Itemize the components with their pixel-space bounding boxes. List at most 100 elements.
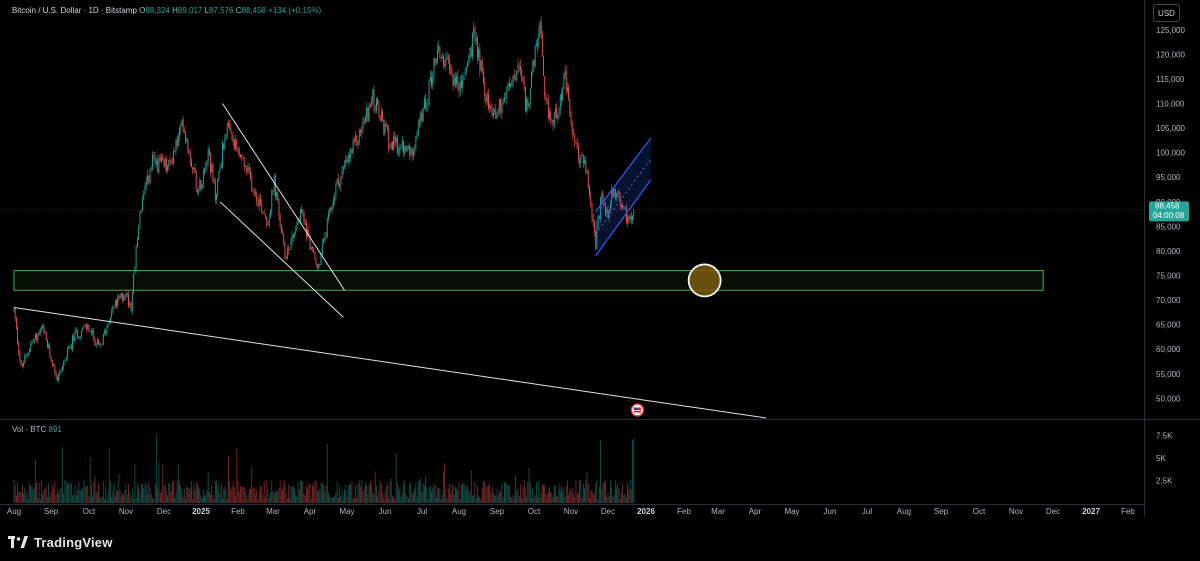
candle-body: [474, 28, 476, 42]
candle-body: [321, 243, 323, 255]
time-axis-label: 2025: [192, 507, 210, 516]
candle-body: [238, 150, 240, 155]
candle-body: [513, 75, 515, 79]
volume-bars: [13, 434, 635, 503]
candle-body: [374, 110, 376, 112]
tradingview-brand[interactable]: TradingView: [8, 532, 113, 552]
trendline[interactable]: [13, 306, 767, 419]
candle-body: [107, 323, 109, 326]
time-axis-label: Nov: [119, 507, 133, 516]
candle-body: [555, 108, 556, 113]
time-axis-label: Aug: [452, 507, 466, 516]
volume-legend: Vol · BTC 891: [12, 425, 62, 434]
candle-body: [271, 190, 273, 211]
candle-body: [462, 79, 464, 88]
candle-body: [242, 157, 244, 159]
candle-body: [414, 149, 416, 152]
trendline[interactable]: [219, 201, 344, 318]
channel-mid-line: [595, 158, 652, 234]
candle-body: [250, 171, 251, 178]
candle-body: [533, 60, 535, 67]
candle-body: [283, 234, 285, 242]
candle-body: [112, 306, 114, 312]
candle-body: [125, 293, 127, 297]
candle-body: [270, 210, 271, 217]
candle-body: [451, 68, 453, 74]
currency-button[interactable]: USD: [1153, 4, 1180, 22]
candle-body: [39, 329, 41, 335]
candle-body: [346, 159, 348, 163]
candle-body: [175, 140, 177, 152]
candle-body: [77, 330, 79, 338]
candle-body: [364, 116, 366, 123]
candle-body: [395, 136, 397, 143]
candle-body: [148, 175, 150, 183]
price-axis-label: 120,000: [1156, 50, 1185, 59]
channel-upper-line[interactable]: [595, 137, 652, 212]
support-zone[interactable]: [13, 270, 1044, 291]
candle-body: [130, 303, 132, 312]
candle-body: [183, 131, 185, 133]
candle-body: [428, 79, 430, 101]
candle-body: [587, 170, 589, 188]
candle-body: [438, 46, 440, 50]
candle-body: [46, 339, 48, 348]
candle-body: [294, 233, 295, 238]
time-axis-label: Jul: [862, 507, 872, 516]
candle-body: [219, 167, 221, 171]
trendline[interactable]: [222, 103, 345, 291]
candle-body: [503, 98, 505, 103]
candle-body: [412, 151, 414, 156]
time-axis-label: Sep: [44, 507, 59, 516]
candle-body: [432, 75, 434, 86]
candle-body: [79, 336, 81, 338]
candle-body: [325, 236, 327, 238]
candle-body: [447, 57, 449, 61]
time-axis-label: Aug: [897, 507, 911, 516]
candle-body: [426, 106, 428, 108]
candle-body: [228, 123, 229, 126]
candle-body: [124, 296, 126, 298]
candle-body: [568, 87, 570, 98]
candle-body: [233, 141, 235, 149]
candle-body: [535, 45, 537, 47]
candle-body: [492, 111, 494, 117]
candle-body: [58, 375, 60, 381]
price-axis-label: 50,000: [1156, 394, 1181, 403]
candle-body: [19, 353, 21, 361]
candle-body: [303, 212, 305, 222]
candle-body: [496, 115, 498, 119]
candle-body: [464, 71, 466, 75]
candle-body: [480, 60, 482, 71]
candle-body: [313, 247, 315, 253]
candle-body: [108, 323, 110, 324]
candle-body: [595, 231, 597, 248]
candle-body: [212, 164, 214, 180]
candle-body: [621, 204, 622, 208]
volume-label[interactable]: Vol · BTC: [12, 425, 47, 434]
candle-body: [316, 266, 318, 269]
candle-body: [433, 58, 435, 76]
candle-body: [411, 148, 413, 156]
candle-body: [499, 99, 500, 109]
candle-body: [150, 168, 152, 170]
target-circle[interactable]: [687, 263, 722, 298]
channel-lower-line[interactable]: [595, 179, 652, 257]
candle-body: [440, 57, 442, 59]
candle-body: [511, 84, 513, 86]
candle-body: [230, 126, 232, 133]
candle-body: [612, 188, 614, 197]
candle-body: [470, 47, 472, 57]
candle-body: [99, 344, 101, 346]
candle-body: [564, 71, 566, 74]
time-axis[interactable]: Aug Sep Oct Nov Dec 2025 Feb Mar Apr May Jun Jul Aug…: [7, 507, 1136, 516]
symbol-title[interactable]: Bitcoin / U.S. Dollar · 1D · Bitstamp: [12, 6, 137, 15]
candle-body: [118, 296, 120, 299]
candle-body: [319, 264, 321, 265]
candle-body: [500, 99, 502, 113]
candle-body: [140, 210, 142, 212]
candle-body: [479, 49, 481, 71]
candle-body: [165, 159, 167, 171]
us-flag-event-icon[interactable]: [630, 403, 645, 417]
